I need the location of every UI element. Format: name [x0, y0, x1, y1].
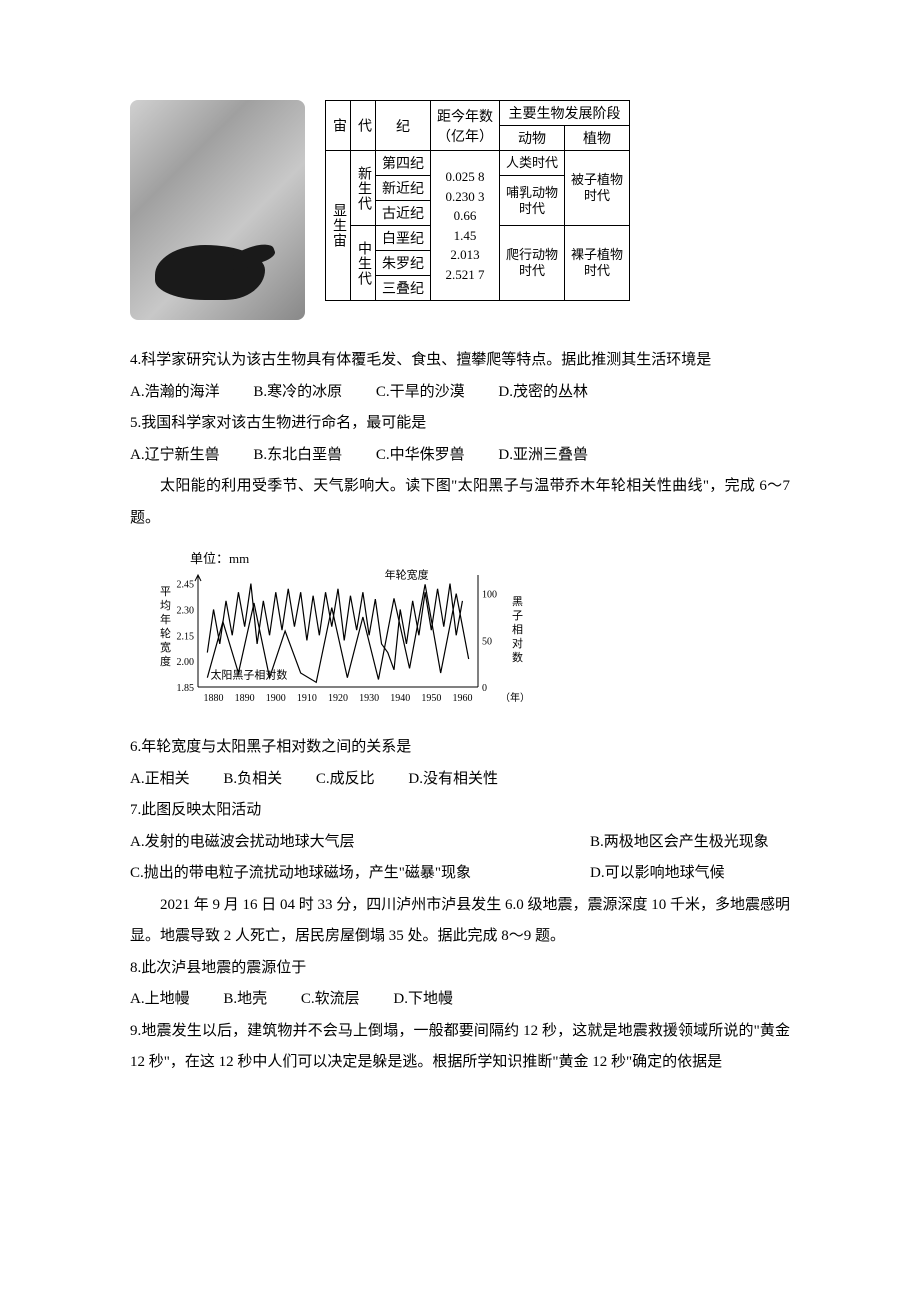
- svg-text:1940: 1940: [390, 693, 410, 704]
- svg-text:平: 平: [160, 586, 171, 598]
- q5-opt-a: A.辽宁新生兽: [130, 447, 220, 463]
- page-container: 宙 代 纪 距今年数（亿年） 主要生物发展阶段 动物 植物 显生宙 新生代 第四…: [0, 0, 920, 1159]
- svg-text:太阳黑子相对数: 太阳黑子相对数: [210, 667, 287, 681]
- intro-89: 2021 年 9 月 16 日 04 时 33 分，四川泸州市泸县发生 6.0 …: [130, 890, 790, 953]
- cell-period: 古近纪: [376, 201, 431, 226]
- cell-plant-gymnosperm: 裸子植物时代: [565, 226, 630, 301]
- th-plant: 植物: [565, 126, 630, 151]
- q8-opt-d: D.下地幔: [393, 991, 453, 1007]
- q7-opt-b: B.两极地区会产生极光现象: [590, 827, 790, 859]
- q8-opt-c: C.软流层: [301, 991, 360, 1007]
- svg-text:1900: 1900: [266, 693, 286, 704]
- q5-stem: 5.我国科学家对该古生物进行命名，最可能是: [130, 408, 790, 440]
- svg-text:50: 50: [482, 636, 492, 647]
- svg-text:宽: 宽: [160, 640, 171, 654]
- q7-opt-a: A.发射的电磁波会扰动地球大气层: [130, 827, 590, 859]
- th-animal: 动物: [500, 126, 565, 151]
- cell-animal-mammal: 哺乳动物时代: [500, 176, 565, 226]
- cell-period: 三叠纪: [376, 276, 431, 301]
- q5-options: A.辽宁新生兽 B.东北白垩兽 C.中华侏罗兽 D.亚洲三叠兽: [130, 440, 790, 472]
- th-eon: 宙: [326, 101, 351, 151]
- q6-opt-d: D.没有相关性: [408, 771, 498, 787]
- sunspot-chart-container: 单位：mm 2.45 2.30 2.15 2.00 1.85 100 50 0 1880 1890…: [150, 548, 530, 714]
- svg-text:1950: 1950: [421, 693, 441, 704]
- svg-text:2.30: 2.30: [177, 605, 195, 616]
- svg-text:度: 度: [160, 654, 171, 668]
- svg-text:黑: 黑: [512, 595, 523, 608]
- cell-animal-reptile: 爬行动物时代: [500, 226, 565, 301]
- sunspot-tree-ring-chart: 2.45 2.30 2.15 2.00 1.85 100 50 0 1880 1890 1900 19…: [150, 569, 530, 709]
- svg-text:1890: 1890: [235, 693, 255, 704]
- fossil-image: [130, 100, 305, 320]
- q7-line-ab: A.发射的电磁波会扰动地球大气层 B.两极地区会产生极光现象: [130, 827, 790, 859]
- q6-opt-c: C.成反比: [316, 771, 375, 787]
- q7-stem: 7.此图反映太阳活动: [130, 795, 790, 827]
- cell-plant-angiosperm: 被子植物时代: [565, 151, 630, 226]
- svg-text:（年）: （年）: [500, 691, 530, 704]
- q4-stem: 4.科学家研究认为该古生物具有体覆毛发、食虫、擅攀爬等特点。据此推测其生活环境是: [130, 345, 790, 377]
- cell-period: 白垩纪: [376, 226, 431, 251]
- th-era: 代: [351, 101, 376, 151]
- figure-row: 宙 代 纪 距今年数（亿年） 主要生物发展阶段 动物 植物 显生宙 新生代 第四…: [130, 100, 790, 320]
- cell-period: 新近纪: [376, 176, 431, 201]
- svg-text:子: 子: [512, 609, 523, 622]
- q6-options: A.正相关 B.负相关 C.成反比 D.没有相关性: [130, 764, 790, 796]
- cell-era-cenozoic: 新生代: [351, 151, 376, 226]
- cell-years: 0.025 8 0.230 3 0.66 1.45 2.013 2.521 7: [431, 151, 500, 301]
- q5-opt-c: C.中华侏罗兽: [376, 447, 465, 463]
- cell-period: 第四纪: [376, 151, 431, 176]
- svg-text:对: 对: [512, 636, 523, 650]
- q5-opt-b: B.东北白垩兽: [253, 447, 342, 463]
- q4-opt-b: B.寒冷的冰原: [253, 384, 342, 400]
- q4-opt-d: D.茂密的丛林: [498, 384, 588, 400]
- th-period: 纪: [376, 101, 431, 151]
- th-bio-stage: 主要生物发展阶段: [500, 101, 630, 126]
- q4-opt-c: C.干旱的沙漠: [376, 384, 465, 400]
- q6-stem: 6.年轮宽度与太阳黑子相对数之间的关系是: [130, 732, 790, 764]
- cell-eon: 显生宙: [326, 151, 351, 301]
- geological-time-table: 宙 代 纪 距今年数（亿年） 主要生物发展阶段 动物 植物 显生宙 新生代 第四…: [325, 100, 630, 301]
- cell-animal-human: 人类时代: [500, 151, 565, 176]
- q4-options: A.浩瀚的海洋 B.寒冷的冰原 C.干旱的沙漠 D.茂密的丛林: [130, 377, 790, 409]
- svg-text:1910: 1910: [297, 693, 317, 704]
- svg-text:2.00: 2.00: [177, 657, 195, 668]
- q6-opt-b: B.负相关: [223, 771, 282, 787]
- svg-text:年轮宽度: 年轮宽度: [385, 569, 429, 581]
- q8-opt-a: A.上地幔: [130, 991, 190, 1007]
- svg-text:轮: 轮: [160, 626, 171, 640]
- q6-opt-a: A.正相关: [130, 771, 190, 787]
- svg-text:1880: 1880: [204, 693, 224, 704]
- q8-opt-b: B.地壳: [223, 991, 267, 1007]
- svg-text:2.15: 2.15: [177, 631, 195, 642]
- svg-text:1960: 1960: [452, 693, 472, 704]
- svg-text:1930: 1930: [359, 693, 379, 704]
- cell-period: 朱罗纪: [376, 251, 431, 276]
- q4-opt-a: A.浩瀚的海洋: [130, 384, 220, 400]
- svg-text:0: 0: [482, 683, 487, 694]
- svg-text:100: 100: [482, 590, 497, 601]
- q8-stem: 8.此次泸县地震的震源位于: [130, 953, 790, 985]
- intro-67: 太阳能的利用受季节、天气影响大。读下图"太阳黑子与温带乔木年轮相关性曲线"，完成…: [130, 471, 790, 534]
- q7-opt-d: D.可以影响地球气候: [590, 858, 790, 890]
- cell-era-mesozoic: 中生代: [351, 226, 376, 301]
- q9-stem: 9.地震发生以后，建筑物并不会马上倒塌，一般都要间隔约 12 秒，这就是地震救援…: [130, 1016, 790, 1079]
- svg-text:年: 年: [160, 612, 171, 626]
- q7-opt-c: C.抛出的带电粒子流扰动地球磁场，产生"磁暴"现象: [130, 858, 590, 890]
- svg-text:数: 数: [512, 651, 523, 664]
- q5-opt-d: D.亚洲三叠兽: [498, 447, 588, 463]
- q7-line-cd: C.抛出的带电粒子流扰动地球磁场，产生"磁暴"现象 D.可以影响地球气候: [130, 858, 790, 890]
- svg-text:2.45: 2.45: [177, 580, 195, 591]
- svg-text:相: 相: [512, 623, 523, 636]
- svg-text:1920: 1920: [328, 693, 348, 704]
- svg-text:1.85: 1.85: [177, 683, 195, 694]
- th-years: 距今年数（亿年）: [431, 101, 500, 151]
- svg-text:均: 均: [160, 599, 171, 612]
- q8-options: A.上地幔 B.地壳 C.软流层 D.下地幔: [130, 984, 790, 1016]
- chart-unit-label: 单位：mm: [190, 548, 530, 567]
